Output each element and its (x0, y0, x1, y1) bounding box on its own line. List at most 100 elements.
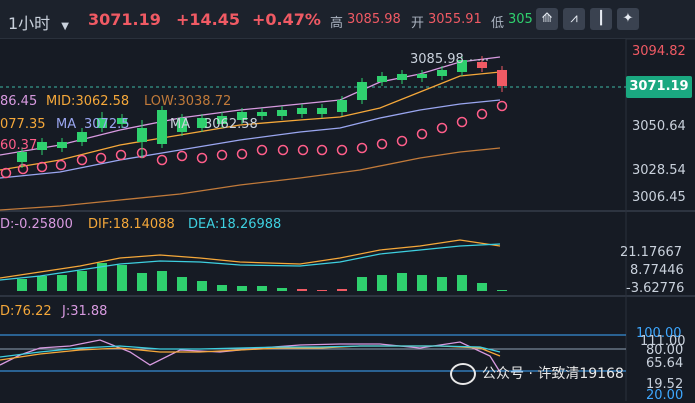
candle-body-19 (397, 74, 407, 80)
candle-body-23 (477, 62, 487, 68)
sar-dot-12 (236, 148, 248, 160)
kdj-axis-label-2: 80.00 (646, 343, 684, 358)
boll-mid-label: MID:3062.58 (46, 94, 130, 109)
price-change-pct: +0.47% (252, 10, 321, 29)
quote-header: 1小时 ▼ 3071.19 +14.45 +0.47% 高 3085.98 开 … (0, 0, 695, 39)
macd-bar-9 (197, 281, 207, 291)
macd-bar-14 (297, 289, 307, 291)
current-price-tag: 3071.19 (626, 76, 692, 98)
sar-value-left: 60.37 (0, 138, 38, 153)
macd-bar-22 (457, 275, 467, 291)
macd-bar-16 (337, 289, 347, 291)
macd-label: D:-0.25800 (0, 217, 73, 232)
candlestick-icon[interactable]: ┃ (590, 8, 612, 30)
candle-body-1 (37, 142, 47, 150)
open-value: 3055.91 (428, 12, 482, 27)
candle-body-12 (257, 112, 267, 116)
ma-slow-line (0, 147, 501, 211)
main-price-plot (0, 56, 508, 211)
candle-body-15 (317, 108, 327, 114)
macd-axis-label-0: 21.17667 (620, 245, 683, 260)
timeframe-selector[interactable]: 1小时 ▼ (8, 14, 69, 33)
macd-bar-24 (497, 290, 507, 291)
ma-label: MA (56, 117, 77, 132)
candle-body-14 (297, 108, 307, 114)
macd-bar-20 (417, 275, 427, 291)
sar-dot-13 (256, 144, 268, 156)
indicator-icon[interactable]: ⩘ (563, 8, 585, 30)
macd-bar-2 (57, 275, 67, 291)
sar-dot-5 (95, 152, 107, 164)
main-axis-label-0: 3094.82 (632, 44, 686, 59)
candle-body-4 (97, 118, 107, 128)
macd-bar-4 (97, 263, 107, 291)
macd-bar-1 (37, 276, 47, 291)
macd-bar-0 (17, 279, 27, 291)
candle-body-9 (197, 118, 207, 128)
kdj-axis-label-5: 20.00 (646, 388, 684, 403)
kdj-axis-label-0: 100.00 (636, 326, 682, 341)
macd-plot (0, 239, 507, 291)
sar-dot-2 (36, 161, 48, 173)
dif-label: DIF:18.14088 (88, 217, 175, 232)
macd-bar-10 (217, 285, 227, 291)
kdj-d-label: D:76.22 (0, 304, 52, 319)
sar-dot-19 (376, 138, 388, 150)
wechat-icon (450, 363, 476, 385)
sar-dot-15 (297, 144, 309, 156)
macd-bar-17 (357, 277, 367, 291)
sar-dot-20 (396, 135, 408, 147)
last-price: 3071.19 (88, 10, 161, 29)
sar-dot-21 (416, 128, 428, 140)
candle-body-5 (117, 118, 127, 124)
sar-dot-4 (76, 154, 88, 166)
boll-upper-line (0, 56, 501, 156)
ma-value: 3072.5 (84, 117, 130, 132)
high-label: 高 (330, 16, 344, 31)
sar-dot-25 (496, 100, 508, 112)
sar-dot-14 (277, 144, 289, 156)
macd-bar-5 (117, 265, 127, 291)
sar-dot-10 (196, 152, 208, 164)
settings-icon[interactable]: ✦ (617, 8, 639, 30)
candle-body-16 (337, 100, 347, 112)
macd-bar-23 (477, 283, 487, 291)
kdj-axis-label-1: 111.00 (640, 334, 686, 349)
main-axis-label-1: 3050.64 (632, 119, 686, 134)
boll-mid-line (0, 71, 501, 171)
macd-bar-8 (177, 277, 187, 291)
sar-dot-9 (176, 150, 188, 162)
main-axis-label-3: 3006.45 (632, 190, 686, 205)
macd-axis-label-1: 8.77446 (630, 263, 684, 278)
candle-body-7 (157, 110, 167, 144)
candle-body-24 (497, 70, 507, 86)
boll-low-label: LOW:3038.72 (144, 94, 232, 109)
macd-bar-6 (137, 273, 147, 291)
sar-dot-23 (456, 116, 468, 128)
chevron-down-icon: ▼ (61, 21, 69, 32)
high-value: 3085.98 (347, 12, 401, 27)
candle-body-20 (417, 74, 427, 78)
sar-dot-24 (476, 108, 488, 120)
chart-tool-icon[interactable]: ⟰ (536, 8, 558, 30)
candle-body-2 (57, 142, 67, 148)
sar-dot-22 (436, 122, 448, 134)
watermark: 公众号 · 许致清19168 (450, 361, 624, 387)
candle-body-0 (17, 152, 27, 162)
macd-bar-21 (437, 277, 447, 291)
sar-dot-18 (356, 142, 368, 154)
candle-body-18 (377, 76, 387, 82)
sar-dot-16 (316, 144, 328, 156)
macd-bar-3 (77, 271, 87, 291)
dea-line (0, 243, 501, 281)
ma-label-2: MA (170, 117, 191, 132)
candle-body-17 (357, 82, 367, 100)
candle-body-8 (177, 118, 187, 132)
candle-body-6 (137, 128, 147, 142)
candle-body-10 (217, 116, 227, 124)
sar-dot-8 (156, 154, 168, 166)
sar-dot-1 (17, 163, 29, 175)
candle-body-21 (437, 70, 447, 76)
sar-dot-17 (336, 144, 348, 156)
